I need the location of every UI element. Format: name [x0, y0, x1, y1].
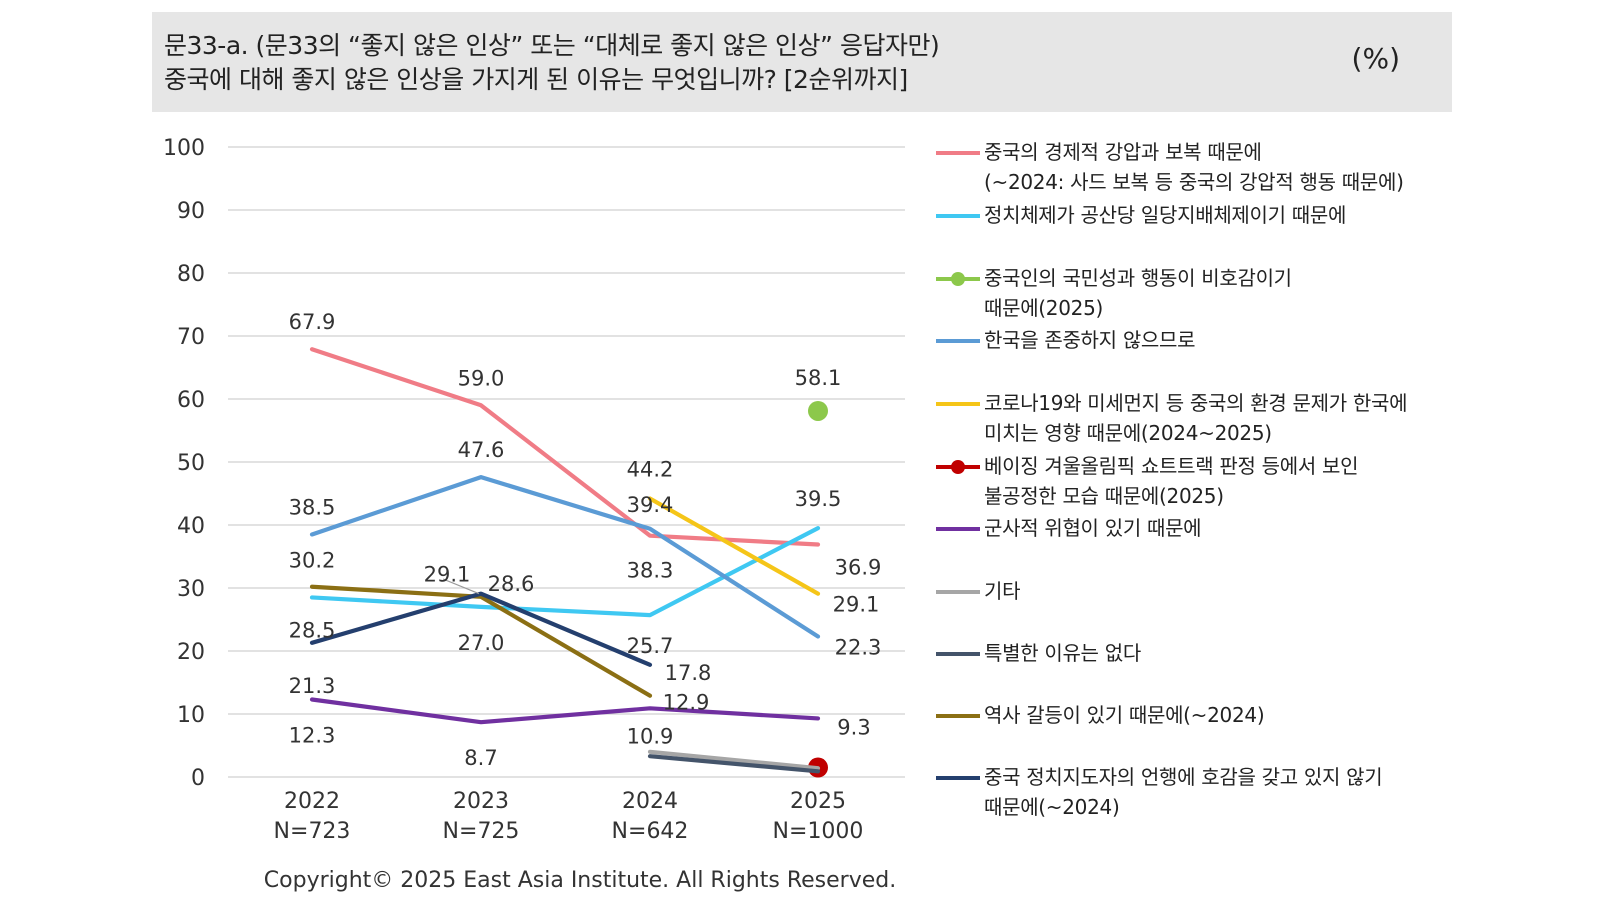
data-label: 67.9: [289, 310, 336, 334]
y-tick-label: 80: [177, 262, 205, 287]
line-chart: 0 10 20 30 40 50 60 70 80 90 100 2022 N=723 2023 N=725…: [163, 136, 905, 844]
legend-label: 정치체제가 공산당 일당지배체제이기 때문에: [984, 203, 1347, 227]
legend-label: 중국인의 국민성과 행동이 비호감이기 때문에(2025): [984, 266, 1292, 320]
legend-label: 중국의 경제적 강압과 보복 때문에 (~2024: 사드 보복 등 중국의 강…: [984, 140, 1404, 194]
data-label: 12.3: [289, 724, 336, 748]
x-tick-sublabel: N=1000: [773, 819, 864, 844]
unit-label: (%): [1351, 42, 1400, 75]
label-leader-line: [442, 578, 480, 595]
data-label: 39.5: [795, 487, 842, 511]
y-tick-label: 30: [177, 577, 205, 602]
series-line: [309, 591, 653, 667]
legend-swatch: [936, 527, 980, 531]
data-label: 39.4: [627, 493, 674, 517]
series-marker: [808, 400, 828, 421]
data-label: 47.6: [458, 438, 505, 462]
series-line: [309, 347, 821, 547]
legend-label: 특별한 이유는 없다: [984, 641, 1141, 665]
legend-marker: [951, 272, 965, 286]
data-label: 27.0: [458, 631, 505, 655]
legend-label: 중국 정치지도자의 언행에 호감을 갖고 있지 않기 때문에(~2024): [984, 765, 1383, 819]
legend-swatch: [936, 339, 980, 343]
data-label: 29.1: [833, 593, 880, 617]
y-tick-label: 10: [177, 703, 205, 728]
data-label: 9.3: [837, 715, 870, 739]
series-line: [647, 749, 821, 771]
chart-title-line-1: 문33-a. (문33의 “좋지 않은 인상” 또는 “대체로 좋지 않은 인상…: [164, 31, 940, 60]
y-tick-label: 90: [177, 199, 205, 224]
series-line: [647, 496, 821, 596]
legend-swatch: [936, 402, 980, 406]
data-label: 38.5: [289, 495, 336, 519]
data-label: 8.7: [464, 746, 497, 770]
legend-label: 코로나19와 미세먼지 등 중국의 환경 문제가 한국에 미치는 영향 때문에(…: [984, 391, 1408, 445]
x-tick-sublabel: N=723: [274, 819, 351, 844]
data-label: 21.3: [289, 674, 336, 698]
series-line: [309, 584, 653, 698]
y-tick-label: 50: [177, 451, 205, 476]
x-tick-label: 2025: [790, 789, 846, 814]
x-tick-label: 2022: [284, 789, 340, 814]
x-tick-label: 2023: [453, 789, 509, 814]
series-line: [309, 526, 821, 618]
data-label: 22.3: [835, 636, 882, 660]
series-line: [309, 475, 821, 639]
data-label: 28.5: [289, 618, 336, 642]
y-tick-label: 20: [177, 640, 205, 665]
chart-title-line-2: 중국에 대해 좋지 않은 인상을 가지게 된 이유는 무엇입니까? [2순위까지…: [164, 65, 908, 94]
legend-label: 한국을 존중하지 않으므로: [984, 328, 1196, 352]
legend-label: 기타: [984, 579, 1021, 603]
data-label: 58.1: [795, 366, 842, 390]
chart-header: 문33-a. (문33의 “좋지 않은 인상” 또는 “대체로 좋지 않은 인상…: [152, 12, 1452, 112]
data-label: 44.2: [627, 458, 674, 482]
legend-swatch: [936, 590, 980, 594]
data-label: 36.9: [835, 556, 882, 580]
y-tick-label: 40: [177, 514, 205, 539]
data-label: 12.9: [663, 691, 710, 715]
data-label: 30.2: [289, 549, 336, 573]
data-label: 38.3: [627, 559, 674, 583]
legend-marker: [951, 460, 965, 474]
data-label: 29.1: [424, 563, 471, 587]
y-tick-label: 60: [177, 388, 205, 413]
legend-swatch: [936, 776, 980, 780]
legend-swatch: [936, 652, 980, 656]
data-label: 17.8: [665, 661, 712, 685]
legend-swatch: [936, 214, 980, 218]
x-tick-sublabel: N=725: [443, 819, 520, 844]
legend-label: 군사적 위협이 있기 때문에: [984, 516, 1202, 540]
copyright-notice: Copyright© 2025 East Asia Institute. All…: [263, 868, 897, 893]
series-line: [309, 697, 821, 725]
legend-swatch: [936, 151, 980, 155]
legend-label: 역사 갈등이 있기 때문에(~2024): [984, 703, 1265, 727]
data-label: 28.6: [488, 572, 535, 596]
y-tick-label: 0: [191, 766, 205, 791]
data-label: 59.0: [458, 366, 505, 390]
x-tick-label: 2024: [622, 789, 678, 814]
legend-swatch: [936, 714, 980, 718]
y-tick-label: 100: [163, 136, 205, 161]
data-label: 10.9: [627, 724, 674, 748]
x-tick-sublabel: N=642: [612, 819, 689, 844]
y-tick-label: 70: [177, 325, 205, 350]
legend-label: 베이징 겨울올림픽 쇼트트랙 판정 등에서 보인 불공정한 모습 때문에(202…: [984, 454, 1359, 508]
data-label: 25.7: [627, 634, 674, 658]
series-line: [647, 754, 821, 774]
chart-legend: 중국의 경제적 강압과 보복 때문에 (~2024: 사드 보복 등 중국의 강…: [936, 0, 1456, 840]
